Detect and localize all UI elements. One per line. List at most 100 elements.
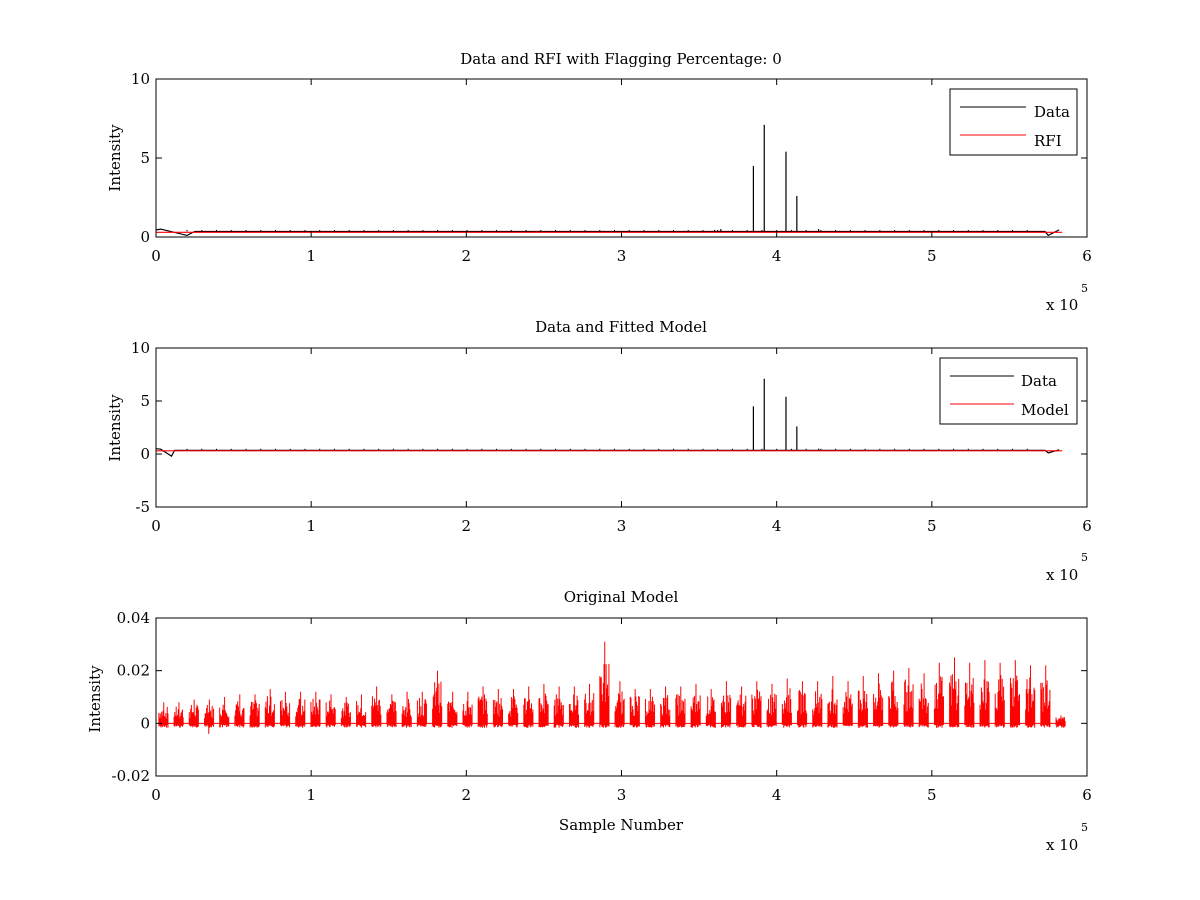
panel-3-burst (918, 673, 929, 728)
panel-3-burst (705, 689, 716, 728)
panel-3-burst (249, 694, 260, 728)
panel-3-exponent-power: 5 (1081, 821, 1088, 834)
panel-2: Data and Fitted Model Intensity 0 1 2 3 4 5 6 -… (106, 318, 1092, 584)
panel-3-xtick-label: 0 (151, 786, 161, 804)
panel-3-burst (1055, 715, 1066, 728)
panel-3-burst (873, 673, 884, 728)
panel-1-exponent-base: x 10 (1046, 296, 1078, 314)
panel-3-burst (933, 662, 944, 728)
panel-3-burst (903, 668, 914, 728)
panel-1-ytick-label: 5 (140, 149, 150, 167)
panel-3-burst (629, 689, 640, 728)
panel-3-burst (644, 689, 656, 728)
panel-2-ytick-label: -5 (135, 498, 150, 516)
panel-3-burst (812, 681, 823, 728)
panel-3-burst (523, 686, 534, 728)
panel-3-burst (386, 694, 397, 728)
panel-3-burst (416, 691, 427, 727)
panel-1-xtick-label: 6 (1082, 247, 1092, 265)
panel-3-xtick-label: 5 (927, 786, 937, 804)
panel-3-burst (1040, 665, 1051, 728)
panel-2-legend-box (939, 357, 1078, 425)
panel-3-burst (857, 675, 868, 728)
panel-2-legend: Data Model (939, 357, 1078, 425)
panel-3-burst (173, 702, 184, 728)
panel-2-axes-box (155, 347, 1088, 508)
panel-3-burst (1009, 660, 1021, 728)
panel-3-burst (842, 681, 853, 727)
panel-3-ytick-label: -0.02 (112, 767, 150, 785)
panel-3-burst (432, 670, 443, 728)
panel-3-burst (675, 686, 686, 728)
panel-3-burst (1025, 665, 1036, 728)
panel-3-xtick-label: 3 (617, 786, 627, 804)
panel-3-burst (690, 683, 701, 728)
panel-1-exponent-power: 5 (1081, 282, 1088, 295)
panel-3-burst (721, 681, 732, 728)
panel-1-ytick-label: 0 (140, 228, 150, 246)
panel-1-ylabel: Intensity (106, 124, 124, 192)
panel-3-burst (401, 691, 412, 728)
panel-3-ytick-label: 0.02 (117, 662, 150, 680)
panel-3-burst (295, 691, 306, 728)
panel-3-burst (888, 670, 899, 728)
panel-3-burst (462, 691, 473, 728)
panel-3-burst (447, 691, 458, 728)
panel-3-title: Original Model (564, 588, 679, 606)
panel-1-legend-box (949, 88, 1078, 156)
panel-3-burst (477, 686, 488, 728)
panel-3-xtick-label: 4 (772, 786, 782, 804)
panel-2-ytick-label: 10 (131, 339, 150, 357)
panel-2-xtick-label: 2 (462, 517, 472, 535)
panel-3-burst (827, 675, 838, 728)
panel-3-burst (751, 681, 762, 728)
panel-3-burst (781, 678, 792, 728)
panel-3-burst (492, 689, 503, 728)
panel-2-exponent-power: 5 (1081, 551, 1088, 564)
panel-3-xtick-label: 6 (1082, 786, 1092, 804)
panel-2-title: Data and Fitted Model (535, 318, 707, 336)
panel-3-burst (584, 683, 595, 728)
panel-2-xtick-label: 6 (1082, 517, 1092, 535)
panel-3-burst (310, 691, 321, 728)
panel-3-burst (158, 702, 169, 728)
panel-2-xtick-label: 1 (306, 517, 316, 535)
panel-3-series-group (158, 641, 1066, 734)
panel-1-xtick-label: 2 (462, 247, 472, 265)
panel-3-ytick-label: 0.04 (117, 609, 150, 627)
panel-2-exponent-base: x 10 (1046, 566, 1078, 584)
panel-1-xtick-label: 4 (772, 247, 782, 265)
panel-2-xtick-label: 4 (772, 517, 782, 535)
panel-3-ylabel: Intensity (86, 665, 104, 733)
panel-3-burst (553, 686, 564, 728)
panel-3-exponent-base: x 10 (1046, 836, 1078, 854)
panel-1-ytick-label: 10 (131, 70, 150, 88)
panel-3-axes-box (155, 617, 1088, 777)
panel-2-series-group (156, 378, 1063, 457)
panel-3-burst (599, 641, 610, 728)
panel-2-legend-label-model: Model (1021, 401, 1069, 419)
panel-3-burst (280, 691, 291, 728)
panel-1-legend-label-data: Data (1034, 103, 1070, 121)
panel-3-burst (736, 686, 747, 728)
panel-1-legend-label-rfi: RFI (1034, 132, 1062, 150)
panel-2-xtick-label: 3 (617, 517, 627, 535)
panel-3-burst (219, 697, 230, 728)
panel-1-xtick-label: 3 (617, 247, 627, 265)
panel-2-xtick-label: 5 (927, 517, 937, 535)
panel-3-xtick-label: 2 (462, 786, 472, 804)
panel-1-line-data (156, 228, 1060, 237)
panel-3-burst (325, 694, 336, 728)
panel-2-ylabel: Intensity (106, 394, 124, 462)
panel-3-burst (979, 660, 990, 728)
panel-3-xlabel: Sample Number (559, 816, 684, 834)
panel-3-burst (340, 697, 351, 728)
panel-1-axes-box (155, 78, 1088, 238)
panel-2-ytick-label: 0 (140, 445, 150, 463)
panel-3-burst (371, 686, 382, 728)
panel-1-xtick-label: 0 (151, 247, 161, 265)
panel-3: Original Model Intensity 0 1 2 3 4 5 6-0.0200.… (86, 588, 1092, 854)
panel-3-burst (949, 657, 960, 728)
panel-3-burst (264, 689, 275, 728)
